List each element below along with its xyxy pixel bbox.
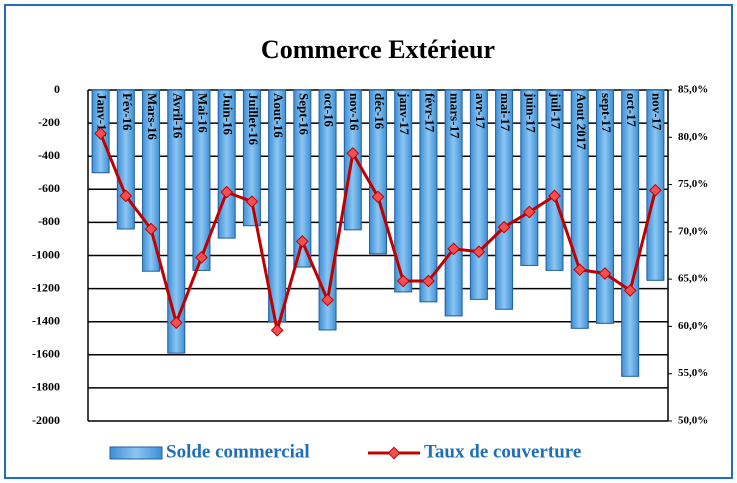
bar [419, 89, 438, 303]
bar [142, 89, 161, 272]
x-tick-label: Aout-16 [271, 93, 286, 138]
x-tick-label: juil-17 [549, 92, 564, 130]
x-tick-label: Mai-16 [195, 93, 210, 133]
bar [192, 89, 211, 271]
marker [447, 242, 461, 256]
x-tick-label: Fév-16 [120, 93, 135, 131]
y-tick-label: -1000 [32, 247, 60, 261]
marker [270, 323, 284, 337]
y2-tick-label: 85,0% [678, 84, 708, 96]
marker [295, 234, 309, 248]
legend-label: Solde commercial [166, 441, 310, 462]
x-tick-label: oct-16 [322, 93, 337, 127]
marker [649, 183, 662, 197]
y-tick-label: -600 [38, 181, 60, 195]
y-tick-label: -1600 [32, 347, 60, 361]
marker [472, 245, 486, 259]
marker [573, 263, 587, 277]
x-tick-label: Aout 2017 [574, 93, 589, 150]
marker [119, 189, 133, 203]
x-tick-label: mars-17 [448, 93, 463, 139]
marker [220, 185, 234, 199]
y2-tick-label: 50,0% [678, 415, 708, 427]
marker [623, 284, 637, 297]
y-tick-label: -1200 [32, 280, 60, 294]
y2-tick-label: 70,0% [678, 225, 708, 237]
x-tick-label: déc-16 [372, 93, 387, 130]
marker [371, 190, 385, 204]
marker [396, 274, 410, 288]
y-tick-label: -200 [38, 115, 60, 129]
x-tick-label: sept-17 [599, 93, 614, 133]
y-tick-label: -2000 [32, 413, 60, 427]
x-tick-label: Avril-16 [170, 93, 185, 139]
y-tick-label: 0 [54, 82, 60, 96]
bar [394, 89, 413, 293]
bar [621, 89, 640, 377]
x-tick-label: Mars-16 [145, 93, 160, 140]
legend-swatch [387, 446, 401, 460]
marker [169, 316, 183, 330]
marker [346, 146, 360, 160]
marker [94, 127, 107, 140]
x-tick-label: oct-17 [624, 93, 639, 127]
x-tick-label: Juillet-16 [246, 93, 261, 145]
marker [245, 195, 259, 208]
marker [422, 274, 435, 288]
x-tick-label: janv-17 [397, 92, 412, 135]
marker [321, 293, 334, 307]
x-tick-label: nov-16 [347, 93, 362, 131]
x-tick-label: Juin-16 [221, 93, 236, 135]
y2-tick-label: 65,0% [678, 273, 708, 285]
bar [268, 89, 287, 323]
bar [495, 89, 514, 310]
marker [548, 189, 561, 203]
x-tick-label: Janv-16 [95, 93, 110, 138]
legend-swatch [109, 446, 163, 460]
marker [144, 222, 158, 236]
marker [522, 205, 536, 219]
y2-tick-label: 80,0% [678, 131, 708, 143]
bar [242, 89, 261, 227]
y2-tick-label: 55,0% [678, 367, 708, 379]
y2-tick-label: 75,0% [678, 178, 708, 190]
bar [520, 89, 539, 266]
marker [195, 251, 208, 264]
x-tick-label: Sept-16 [296, 93, 311, 135]
y-tick-label: -1800 [32, 380, 60, 394]
y-tick-label: -400 [38, 148, 60, 162]
x-tick-label: mai-17 [498, 93, 513, 132]
marker [598, 267, 612, 280]
bar [545, 89, 564, 271]
bar [444, 89, 463, 317]
x-tick-label: avr-17 [473, 93, 488, 129]
y-tick-label: -800 [38, 214, 60, 228]
x-tick-label: févr-17 [422, 93, 437, 133]
marker [497, 220, 511, 234]
x-tick-label: nov-17 [649, 93, 664, 131]
chart-title: Commerce Extérieur [261, 35, 495, 64]
bar [595, 89, 614, 324]
bar [167, 89, 186, 354]
y2-tick-label: 60,0% [678, 320, 708, 332]
x-tick-label: juin-17 [523, 92, 538, 133]
y-tick-label: -1400 [32, 313, 60, 327]
legend-label: Taux de couverture [424, 441, 581, 462]
bar [293, 89, 312, 268]
